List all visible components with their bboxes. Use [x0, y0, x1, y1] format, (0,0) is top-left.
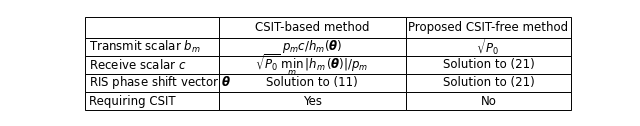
Bar [406, 38, 571, 56]
Bar [219, 38, 406, 56]
Bar [85, 74, 219, 92]
Text: Yes: Yes [303, 95, 322, 108]
Bar [219, 74, 406, 92]
Bar [219, 56, 406, 74]
Bar [406, 92, 571, 110]
Text: Solution to (11): Solution to (11) [266, 76, 358, 89]
Text: CSIT-based method: CSIT-based method [255, 21, 369, 34]
Text: Solution to (21): Solution to (21) [442, 58, 534, 71]
Bar [406, 74, 571, 92]
Text: RIS phase shift vector $\boldsymbol{\theta}$: RIS phase shift vector $\boldsymbol{\the… [89, 74, 231, 91]
Text: Requiring CSIT: Requiring CSIT [89, 95, 175, 108]
Text: $\sqrt{P_0}\,\min_m\,|h_m(\boldsymbol{\theta})|/p_m$: $\sqrt{P_0}\,\min_m\,|h_m(\boldsymbol{\t… [255, 52, 369, 78]
Bar [406, 17, 571, 38]
Text: Transmit scalar $b_m$: Transmit scalar $b_m$ [89, 39, 200, 55]
Bar [406, 56, 571, 74]
Text: $p_m c/h_m(\boldsymbol{\theta})$: $p_m c/h_m(\boldsymbol{\theta})$ [282, 38, 342, 55]
Text: Solution to (21): Solution to (21) [442, 76, 534, 89]
Text: $\sqrt{P_0}$: $\sqrt{P_0}$ [476, 36, 501, 57]
Bar [85, 17, 219, 38]
Bar [85, 38, 219, 56]
Bar [219, 92, 406, 110]
Bar [85, 92, 219, 110]
Text: Proposed CSIT-free method: Proposed CSIT-free method [408, 21, 568, 34]
Bar [219, 17, 406, 38]
Text: No: No [481, 95, 497, 108]
Bar [85, 56, 219, 74]
Text: Receive scalar $c$: Receive scalar $c$ [89, 58, 186, 72]
